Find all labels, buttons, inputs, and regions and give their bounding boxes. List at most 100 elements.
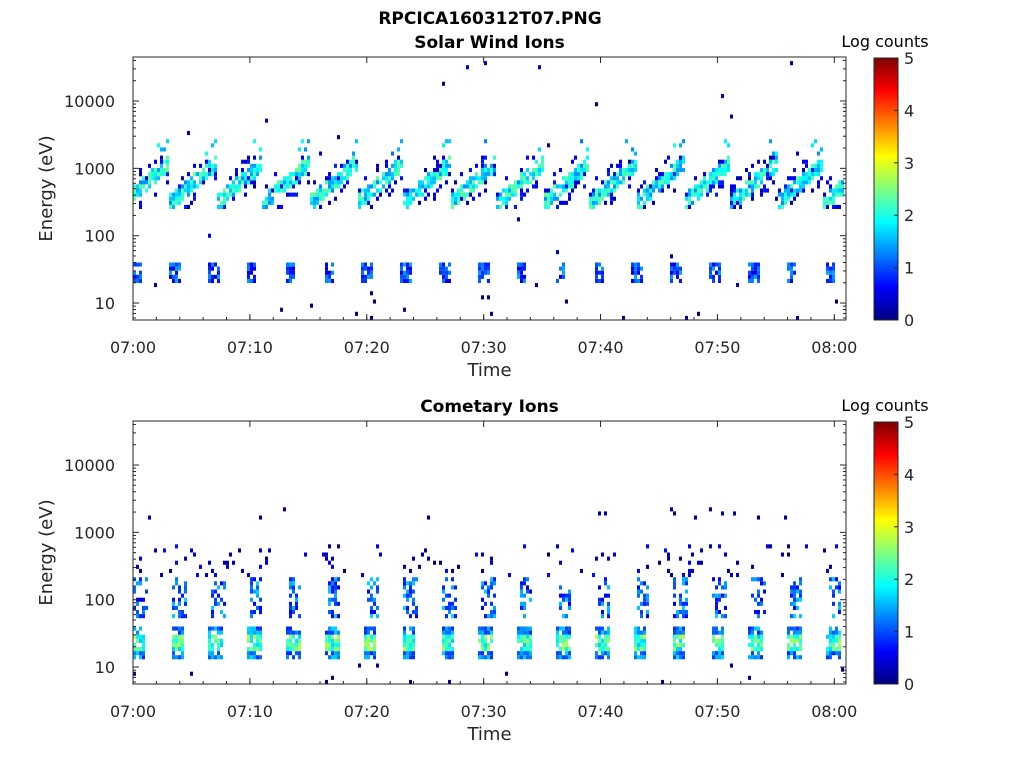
heatmap-cell <box>658 188 661 193</box>
heatmap-cell <box>469 168 472 173</box>
heatmap-cell <box>298 172 301 177</box>
heatmap-cell <box>412 634 415 639</box>
heatmap-cell <box>439 172 442 177</box>
heatmap-cell <box>751 163 754 168</box>
heatmap-cell <box>727 143 730 148</box>
heatmap-cell <box>784 192 787 197</box>
heatmap-cell <box>724 581 727 586</box>
heatmap-cell <box>319 196 322 201</box>
heatmap-cell <box>538 172 541 177</box>
heatmap-cell <box>373 597 376 602</box>
heatmap-cell <box>517 217 520 222</box>
heatmap-cell <box>334 647 337 652</box>
heatmap-cell <box>259 642 262 647</box>
heatmap-cell <box>208 626 211 631</box>
heatmap-cell <box>838 192 841 197</box>
heatmap-cell <box>451 577 454 582</box>
heatmap-cell <box>394 159 397 164</box>
heatmap-cell <box>661 176 664 181</box>
heatmap-cell <box>409 589 412 594</box>
heatmap-cell <box>415 577 418 582</box>
heatmap-cell <box>367 192 370 197</box>
heatmap-cell <box>676 626 679 631</box>
heatmap-cell <box>406 192 409 197</box>
heatmap-cell <box>790 278 793 283</box>
heatmap-cell <box>394 180 397 185</box>
heatmap-cell <box>481 638 484 643</box>
heatmap-cell <box>787 634 790 639</box>
heatmap-cell <box>655 184 658 189</box>
heatmap-cell <box>403 634 406 639</box>
heatmap-cell <box>670 573 673 578</box>
heatmap-cell <box>178 188 181 193</box>
heatmap-cell <box>223 601 226 606</box>
heatmap-cell <box>469 176 472 181</box>
x-tick-label: 07:00 <box>110 702 156 721</box>
heatmap-cell <box>181 642 184 647</box>
heatmap-cell <box>475 552 478 557</box>
heatmap-cell <box>601 192 604 197</box>
heatmap-cell <box>796 151 799 156</box>
heatmap-cell <box>682 605 685 610</box>
heatmap-cell <box>595 642 598 647</box>
heatmap-cell <box>409 614 412 619</box>
heatmap-cell <box>502 200 505 205</box>
heatmap-cell <box>337 630 340 635</box>
heatmap-cell <box>520 266 523 271</box>
heatmap-cell <box>607 655 610 660</box>
heatmap-cell <box>463 192 466 197</box>
heatmap-cell <box>481 581 484 586</box>
heatmap-cell <box>208 172 211 177</box>
heatmap-cell <box>379 180 382 185</box>
heatmap-cell <box>325 262 328 267</box>
heatmap-cell <box>490 311 493 316</box>
heatmap-cell <box>757 278 760 283</box>
heatmap-cell <box>523 651 526 656</box>
heatmap-cell <box>748 675 751 680</box>
heatmap-cell <box>139 184 142 189</box>
heatmap-cell <box>793 180 796 185</box>
heatmap-cell <box>841 180 844 185</box>
heatmap-cell <box>808 172 811 177</box>
heatmap-cell <box>796 634 799 639</box>
heatmap-cell <box>265 204 268 209</box>
heatmap-cell <box>514 180 517 185</box>
heatmap-cell <box>580 163 583 168</box>
heatmap-cell <box>178 638 181 643</box>
heatmap-cell <box>541 163 544 168</box>
heatmap-cell <box>640 651 643 656</box>
heatmap-cell <box>730 663 733 668</box>
heatmap-cell <box>445 605 448 610</box>
heatmap-cell <box>403 274 406 279</box>
heatmap-cell <box>253 168 256 173</box>
heatmap-cell <box>478 626 481 631</box>
heatmap-cell <box>682 155 685 160</box>
heatmap-cell <box>817 180 820 185</box>
heatmap-cell <box>490 634 493 639</box>
heatmap-cell <box>295 605 298 610</box>
colorbar-label: Log counts <box>841 396 928 415</box>
heatmap-cell <box>598 634 601 639</box>
heatmap-cell <box>796 192 799 197</box>
heatmap-cell <box>454 196 457 201</box>
heatmap-cell <box>328 172 331 177</box>
heatmap-cell <box>184 188 187 193</box>
heatmap-cell <box>559 638 562 643</box>
heatmap-cell <box>295 630 298 635</box>
heatmap-cell <box>223 614 226 619</box>
heatmap-cell <box>157 176 160 181</box>
heatmap-cell <box>145 577 148 582</box>
heatmap-cell <box>679 610 682 615</box>
heatmap-cell <box>634 634 637 639</box>
heatmap-cell <box>331 564 334 569</box>
heatmap-cell <box>211 626 214 631</box>
heatmap-cell <box>688 568 691 573</box>
heatmap-cell <box>292 274 295 279</box>
heatmap-cell <box>370 638 373 643</box>
heatmap-cell <box>487 262 490 267</box>
heatmap-cell <box>814 163 817 168</box>
heatmap-cell <box>670 278 673 283</box>
heatmap-cell <box>328 560 331 565</box>
heatmap-cell <box>712 168 715 173</box>
heatmap-cell <box>634 274 637 279</box>
